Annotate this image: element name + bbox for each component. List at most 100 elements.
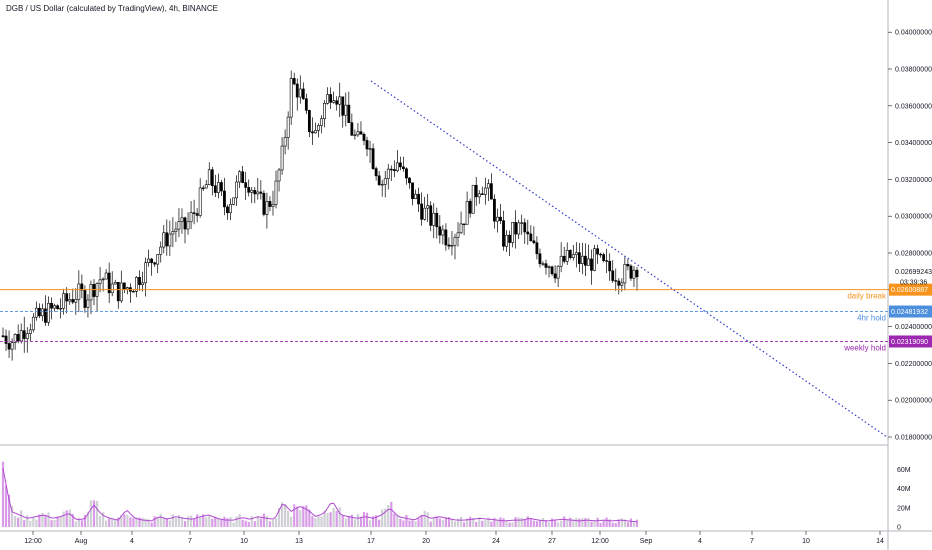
volume-bar: [135, 517, 138, 527]
volume-bar: [526, 516, 529, 527]
candle-body: [362, 133, 366, 141]
volume-bar: [505, 520, 508, 527]
volume-bar: [29, 520, 32, 527]
candle-body: [92, 284, 96, 297]
volume-bar: [396, 514, 399, 527]
volume-bar: [511, 522, 514, 527]
volume-bar: [147, 519, 150, 527]
volume-bar: [632, 522, 636, 527]
volume-bar: [481, 520, 484, 527]
candle-body: [68, 299, 72, 302]
volume-bar: [550, 518, 554, 527]
volume-bar: [560, 520, 563, 527]
candle-body: [119, 282, 123, 302]
volume-bar: [569, 517, 572, 527]
volume-bar: [605, 517, 608, 527]
candle-body: [213, 185, 217, 193]
candle-body: [235, 181, 238, 199]
x-tick-label: 7: [750, 538, 754, 545]
candle-body: [392, 169, 396, 172]
volume-bar: [165, 518, 168, 527]
candle-body: [56, 305, 60, 310]
volume-bar: [220, 519, 223, 527]
candle-body: [523, 222, 527, 233]
volume-bar: [238, 513, 241, 527]
volume-bar: [475, 521, 478, 527]
volume-bar: [590, 521, 593, 527]
volume-bar: [95, 500, 99, 527]
candle-body: [395, 162, 399, 172]
volume-bar: [141, 517, 144, 527]
candle-body: [34, 307, 38, 318]
candle-body: [277, 169, 281, 182]
volume-bar: [202, 514, 205, 527]
price-tag-bg: [889, 283, 932, 296]
volume-bar: [623, 519, 626, 527]
candle-body: [22, 330, 26, 339]
volume-tick-label: 0: [897, 525, 901, 532]
candle-body: [256, 191, 260, 195]
candle-body: [471, 184, 475, 214]
volume-bar: [226, 518, 229, 527]
candle-body: [171, 231, 175, 235]
volume-bar: [572, 519, 575, 527]
volume-bar: [438, 518, 441, 527]
candle-body: [311, 131, 314, 134]
volume-bar: [120, 515, 123, 527]
candle-body: [462, 223, 466, 226]
candle-body: [292, 78, 296, 85]
volume-bar: [462, 522, 466, 527]
candle-body: [195, 213, 199, 216]
countdown-label: 03:39:36: [900, 280, 927, 287]
volume-bar: [326, 513, 329, 527]
volume-bar: [162, 518, 165, 527]
candle-body: [441, 229, 445, 236]
x-tick-label: 27: [548, 538, 556, 545]
x-tick-label: 20: [422, 538, 430, 545]
volume-bar: [189, 515, 193, 527]
candle-body: [326, 94, 329, 104]
price-tag-bg: [889, 305, 932, 318]
candle-body: [25, 333, 29, 339]
volume-bar: [375, 515, 378, 527]
volume-bar: [32, 517, 35, 527]
candle-body: [356, 131, 360, 136]
candle-body: [89, 284, 93, 301]
volume-bar: [423, 510, 426, 527]
candle-body: [614, 280, 618, 282]
volume-bar: [602, 519, 605, 527]
volume-bar: [77, 517, 80, 527]
candle-body: [593, 248, 596, 271]
volume-bar: [299, 510, 302, 527]
candle-body: [374, 168, 378, 177]
level-label: weekly hold: [843, 343, 886, 352]
volume-bar: [532, 520, 535, 527]
volume-bar: [599, 522, 602, 527]
candle-body: [447, 244, 451, 247]
chart-title: DGB / US Dollar (calculated by TradingVi…: [6, 4, 218, 13]
candle-body: [301, 88, 305, 100]
candle-body: [86, 299, 90, 308]
volume-bar: [26, 515, 29, 527]
candle-body: [577, 252, 581, 264]
volume-bar: [138, 517, 141, 527]
volume-bar: [44, 515, 47, 527]
candle-body: [4, 335, 8, 344]
candle-body: [559, 255, 563, 267]
volume-bar: [393, 513, 396, 527]
volume-bar: [205, 517, 208, 527]
candle-body: [125, 287, 129, 290]
candle-body: [505, 234, 508, 247]
volume-bar: [408, 520, 411, 527]
volume-bar: [284, 504, 287, 527]
candle-body: [341, 96, 345, 116]
volume-bar: [566, 519, 569, 527]
trendline: [370, 80, 888, 438]
candle-body: [550, 266, 554, 275]
volume-bar: [211, 518, 214, 527]
candle-body: [98, 279, 102, 284]
y-tick-label: 0.02800000: [895, 251, 932, 258]
candle-body: [596, 248, 599, 255]
candle-body: [244, 182, 248, 188]
